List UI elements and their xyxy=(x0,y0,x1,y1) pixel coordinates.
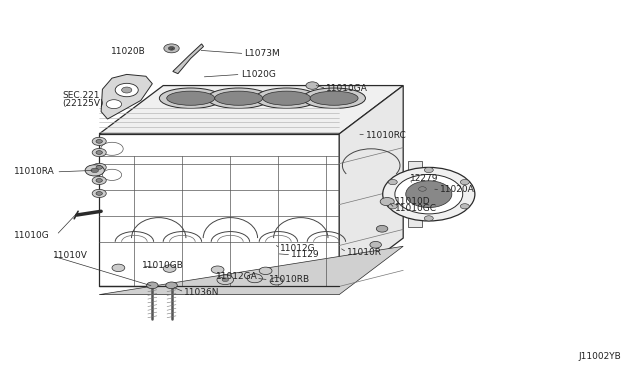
Polygon shape xyxy=(99,246,403,295)
Text: 11010RA: 11010RA xyxy=(14,167,55,176)
Circle shape xyxy=(217,275,234,285)
Ellipse shape xyxy=(215,91,263,105)
Text: 11020B: 11020B xyxy=(111,47,146,56)
Ellipse shape xyxy=(255,88,318,109)
Circle shape xyxy=(388,179,397,185)
Text: 11012GA: 11012GA xyxy=(216,272,258,280)
Circle shape xyxy=(414,184,431,194)
Text: 11129: 11129 xyxy=(291,250,320,259)
Polygon shape xyxy=(99,86,403,134)
Text: L1020G: L1020G xyxy=(241,70,275,79)
Circle shape xyxy=(380,198,394,206)
Circle shape xyxy=(376,225,388,232)
Circle shape xyxy=(370,241,381,248)
Circle shape xyxy=(163,265,176,272)
Circle shape xyxy=(211,266,224,273)
Text: 11012G: 11012G xyxy=(280,244,316,253)
Circle shape xyxy=(247,274,262,283)
Ellipse shape xyxy=(303,88,365,109)
Circle shape xyxy=(96,179,102,182)
Circle shape xyxy=(460,179,469,185)
Polygon shape xyxy=(339,86,403,286)
Circle shape xyxy=(92,148,106,157)
Circle shape xyxy=(96,151,102,154)
Circle shape xyxy=(91,168,99,173)
Polygon shape xyxy=(101,74,152,119)
Circle shape xyxy=(383,167,475,221)
Text: 11010RB: 11010RB xyxy=(269,275,310,284)
Text: 11036N: 11036N xyxy=(184,288,220,296)
Polygon shape xyxy=(408,161,422,227)
Text: J11002YB: J11002YB xyxy=(578,352,621,361)
Circle shape xyxy=(96,140,102,143)
Circle shape xyxy=(85,165,104,176)
Polygon shape xyxy=(99,134,339,286)
Ellipse shape xyxy=(263,91,311,105)
Circle shape xyxy=(259,267,272,275)
Text: SEC.221: SEC.221 xyxy=(63,92,100,100)
Circle shape xyxy=(222,278,228,282)
Text: 11010GB: 11010GB xyxy=(142,262,184,270)
Ellipse shape xyxy=(159,88,222,109)
Circle shape xyxy=(164,44,179,53)
Text: 11010GC: 11010GC xyxy=(395,204,437,213)
Circle shape xyxy=(395,174,463,214)
Circle shape xyxy=(424,216,433,221)
Circle shape xyxy=(122,87,132,93)
Circle shape xyxy=(166,282,177,289)
Text: 12279: 12279 xyxy=(410,174,438,183)
Circle shape xyxy=(115,83,138,97)
Text: 11020A: 11020A xyxy=(440,185,475,194)
Circle shape xyxy=(92,137,106,145)
Text: 11010GA: 11010GA xyxy=(326,84,368,93)
Circle shape xyxy=(92,176,106,185)
Circle shape xyxy=(96,192,102,195)
Text: 11010RC: 11010RC xyxy=(366,131,407,140)
Circle shape xyxy=(92,189,106,198)
Text: 11010V: 11010V xyxy=(52,251,87,260)
Ellipse shape xyxy=(166,91,215,105)
Circle shape xyxy=(168,46,175,50)
Circle shape xyxy=(92,163,106,171)
Text: L1073M: L1073M xyxy=(244,49,280,58)
Circle shape xyxy=(270,278,283,285)
Circle shape xyxy=(306,82,319,89)
Text: (22125V): (22125V) xyxy=(63,99,104,108)
Ellipse shape xyxy=(310,91,358,105)
Circle shape xyxy=(96,166,102,169)
Ellipse shape xyxy=(207,88,270,109)
Circle shape xyxy=(406,181,452,208)
Text: 11010G: 11010G xyxy=(14,231,50,240)
Circle shape xyxy=(424,167,433,173)
Circle shape xyxy=(112,264,125,272)
Circle shape xyxy=(419,187,426,191)
Polygon shape xyxy=(173,44,204,74)
Text: 11010R: 11010R xyxy=(347,248,382,257)
Circle shape xyxy=(147,282,158,289)
Circle shape xyxy=(106,100,122,109)
Circle shape xyxy=(460,204,469,209)
Circle shape xyxy=(388,204,397,209)
Text: 11010D: 11010D xyxy=(395,197,431,206)
